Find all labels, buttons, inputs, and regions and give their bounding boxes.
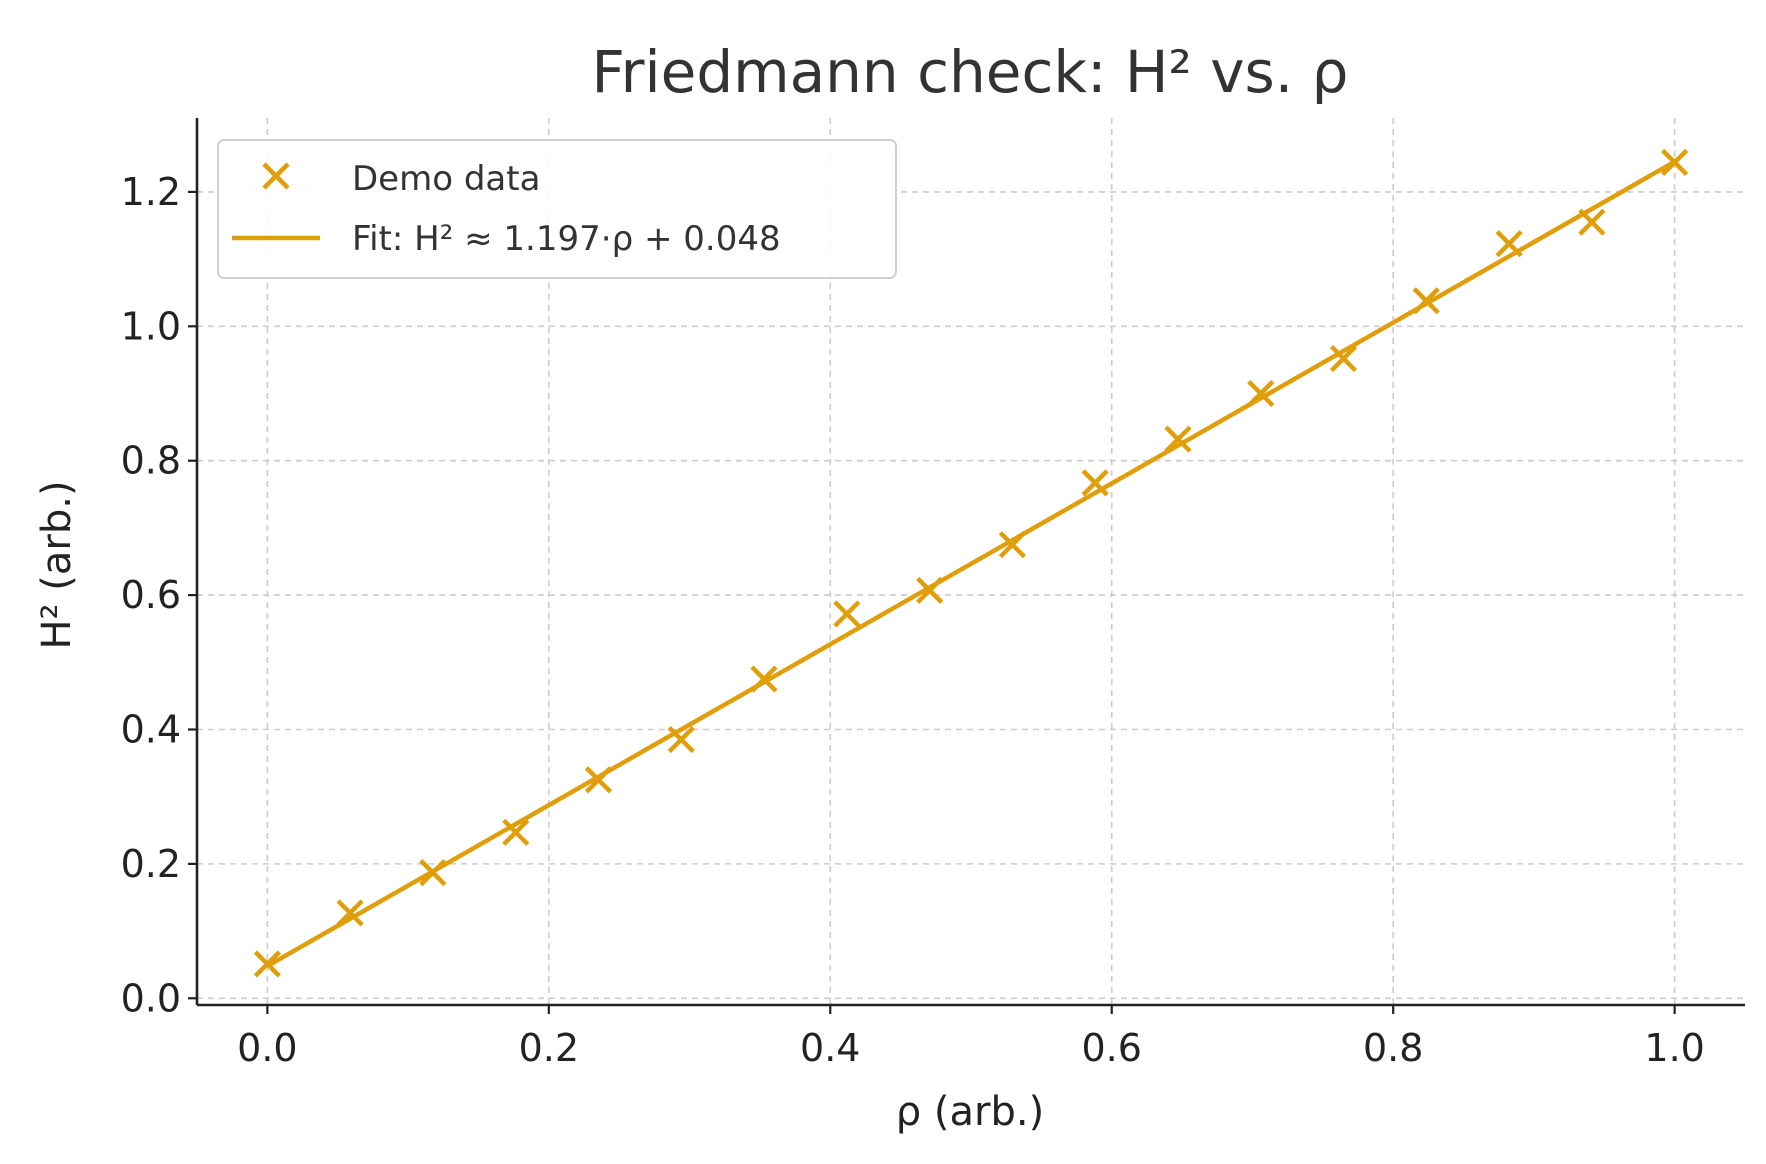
data-point-2-stroke-b xyxy=(419,859,447,887)
x-axis-label: ρ (arb.) xyxy=(896,1089,1044,1135)
axes: 0.0 0.2 0.4 0.6 0.8 1.0 0.0 0.2 0.4 0.6 0.8 1.0 1.2 xyxy=(121,118,1745,1070)
data-point-6 xyxy=(750,665,778,693)
legend-box xyxy=(217,139,897,279)
data-point-12-stroke-b xyxy=(1247,379,1275,408)
data-point-17 xyxy=(1661,148,1689,176)
data-point-13 xyxy=(1329,344,1358,373)
data-point-10 xyxy=(1081,469,1109,497)
data-point-14 xyxy=(1412,287,1440,315)
fit-line xyxy=(266,159,1676,968)
data-point-8-stroke-b xyxy=(916,576,944,604)
y-tick-label-4: 0.8 xyxy=(121,439,181,483)
legend-marker-x xyxy=(262,162,290,190)
data-point-15-stroke-b xyxy=(1495,230,1523,258)
legend-label-fit: Fit: H² ≈ 1.197·ρ + 0.048 xyxy=(352,219,781,259)
data-point-10-stroke-b xyxy=(1081,469,1109,497)
legend: Demo data Fit: H² ≈ 1.197·ρ + 0.048 xyxy=(217,139,897,279)
data-point-0-stroke-b xyxy=(253,950,281,978)
data-point-3 xyxy=(502,818,530,846)
data-point-14-stroke-b xyxy=(1412,287,1440,315)
data-point-6-stroke-b xyxy=(750,665,778,693)
y-tick-label-0: 0.0 xyxy=(121,976,181,1020)
data-point-13-stroke-b xyxy=(1329,344,1358,373)
x-tick-label-2: 0.4 xyxy=(800,1026,860,1070)
legend-label-demo-data: Demo data xyxy=(352,159,540,199)
data-point-9-stroke-b xyxy=(998,531,1026,559)
y-tick-label-3: 0.6 xyxy=(121,573,181,617)
data-point-2 xyxy=(419,859,447,887)
y-axis-label: H² (arb.) xyxy=(34,480,80,649)
data-point-9 xyxy=(998,531,1026,559)
data-point-0 xyxy=(253,950,281,978)
data-point-11-stroke-b xyxy=(1164,425,1192,453)
x-tick-label-5: 1.0 xyxy=(1644,1026,1704,1070)
x-tick-label-0: 0.0 xyxy=(237,1026,297,1070)
data-point-16 xyxy=(1578,208,1606,236)
data-point-4 xyxy=(584,766,613,794)
data-point-5 xyxy=(667,725,695,754)
legend-marker-glyph-stroke-b xyxy=(262,162,290,190)
x-tick-label-3: 0.6 xyxy=(1082,1026,1142,1070)
grid xyxy=(197,118,1745,1005)
x-tick-label-4: 0.8 xyxy=(1363,1026,1423,1070)
series-layer xyxy=(253,148,1689,978)
data-point-12 xyxy=(1247,379,1275,408)
data-point-7-stroke-b xyxy=(833,600,861,628)
data-point-16-stroke-b xyxy=(1578,208,1606,236)
data-point-17-stroke-b xyxy=(1661,148,1689,176)
data-point-4-stroke-b xyxy=(584,766,613,794)
data-point-11 xyxy=(1164,425,1192,453)
data-point-1-stroke-b xyxy=(336,899,364,927)
data-point-15 xyxy=(1495,230,1523,258)
data-point-5-stroke-b xyxy=(667,725,695,754)
y-tick-label-1: 0.2 xyxy=(121,842,181,886)
legend-marker-glyph xyxy=(262,162,290,190)
y-tick-label-2: 0.4 xyxy=(121,707,181,751)
data-point-3-stroke-b xyxy=(502,818,530,846)
data-point-1 xyxy=(336,899,364,927)
x-tick-label-1: 0.2 xyxy=(519,1026,579,1070)
data-point-7 xyxy=(833,600,861,628)
chart-title: Friedmann check: H² vs. ρ xyxy=(592,38,1349,106)
y-tick-label-6: 1.2 xyxy=(121,170,181,214)
y-tick-label-5: 1.0 xyxy=(121,304,181,348)
data-point-8 xyxy=(916,576,944,604)
